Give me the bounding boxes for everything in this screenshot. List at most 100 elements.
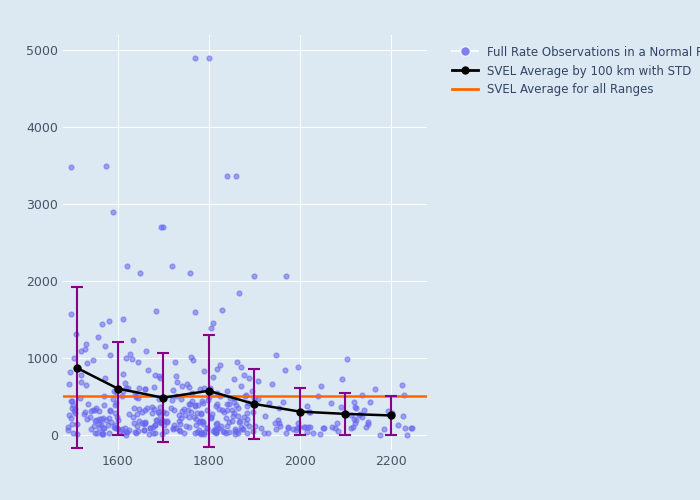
Point <box>351 404 362 412</box>
Point <box>111 424 122 432</box>
Point <box>127 413 138 421</box>
Point <box>259 412 270 420</box>
Point <box>211 400 222 408</box>
Point <box>217 427 228 435</box>
Point <box>93 334 104 342</box>
Point <box>227 416 238 424</box>
Point <box>109 402 120 409</box>
Point <box>158 223 169 231</box>
Point <box>221 387 232 395</box>
Point <box>94 414 105 422</box>
Point <box>80 382 92 390</box>
Point <box>66 404 78 412</box>
Point <box>154 372 165 380</box>
Point <box>189 400 200 408</box>
Point <box>407 424 418 432</box>
Point <box>198 400 209 407</box>
Point <box>283 424 294 432</box>
Point <box>99 424 110 432</box>
Point <box>143 366 154 374</box>
Point <box>313 392 324 400</box>
Point <box>248 272 260 280</box>
Point <box>195 430 206 438</box>
Point <box>67 428 78 436</box>
Point <box>91 429 102 437</box>
Point <box>232 358 243 366</box>
Point <box>130 393 141 401</box>
Point <box>318 424 329 432</box>
Point <box>66 398 77 406</box>
Point <box>221 172 232 179</box>
Point <box>170 392 181 400</box>
Point <box>386 408 398 416</box>
Point <box>111 413 122 421</box>
Point <box>97 428 108 436</box>
Point <box>182 380 193 388</box>
Point <box>293 419 304 427</box>
Point <box>174 427 186 435</box>
Point <box>136 420 147 428</box>
Point <box>131 410 142 418</box>
Point <box>93 407 104 415</box>
Point <box>88 356 99 364</box>
Point <box>204 394 215 402</box>
Point <box>90 416 101 424</box>
Point <box>153 408 164 416</box>
Point <box>228 408 239 416</box>
Point <box>155 418 166 426</box>
Point <box>108 423 120 431</box>
Point <box>95 420 106 428</box>
Point <box>76 378 87 386</box>
Point <box>95 415 106 423</box>
Point <box>168 424 179 432</box>
Point <box>232 426 243 434</box>
Point <box>66 420 77 428</box>
Point <box>197 417 208 425</box>
Point <box>220 414 231 422</box>
Point <box>211 420 222 428</box>
Point <box>157 430 168 438</box>
Point <box>113 424 124 432</box>
Point <box>369 385 380 393</box>
Point <box>100 416 111 424</box>
Point <box>214 361 225 369</box>
Point <box>118 388 129 396</box>
Point <box>97 430 108 438</box>
Point <box>190 414 202 422</box>
Point <box>117 429 128 437</box>
Point <box>210 428 221 436</box>
Point <box>230 426 241 434</box>
Point <box>173 411 184 419</box>
Point <box>79 408 90 416</box>
Point <box>155 402 166 410</box>
Point <box>211 389 223 397</box>
Point <box>71 430 83 438</box>
Point <box>155 419 167 427</box>
Point <box>82 400 93 407</box>
Point <box>246 388 258 396</box>
Point <box>363 418 374 426</box>
Point <box>248 408 259 416</box>
Legend: Full Rate Observations in a Normal Point, SVEL Average by 100 km with STD, SVEL : Full Rate Observations in a Normal Point… <box>447 41 700 101</box>
Point <box>198 384 209 392</box>
Point <box>202 424 213 432</box>
Point <box>329 424 340 432</box>
Point <box>247 426 258 434</box>
Point <box>299 423 310 431</box>
Point <box>362 420 373 428</box>
Point <box>80 345 91 353</box>
Point <box>209 428 220 436</box>
Point <box>120 384 132 392</box>
Point <box>396 382 407 390</box>
Point <box>130 392 141 400</box>
Point <box>314 430 325 438</box>
Point <box>168 386 179 394</box>
Point <box>302 424 314 432</box>
Point <box>349 419 360 427</box>
Point <box>127 336 139 344</box>
Point <box>270 424 281 432</box>
Point <box>318 424 330 432</box>
Point <box>66 310 77 318</box>
Point <box>65 163 76 171</box>
Point <box>273 416 284 424</box>
